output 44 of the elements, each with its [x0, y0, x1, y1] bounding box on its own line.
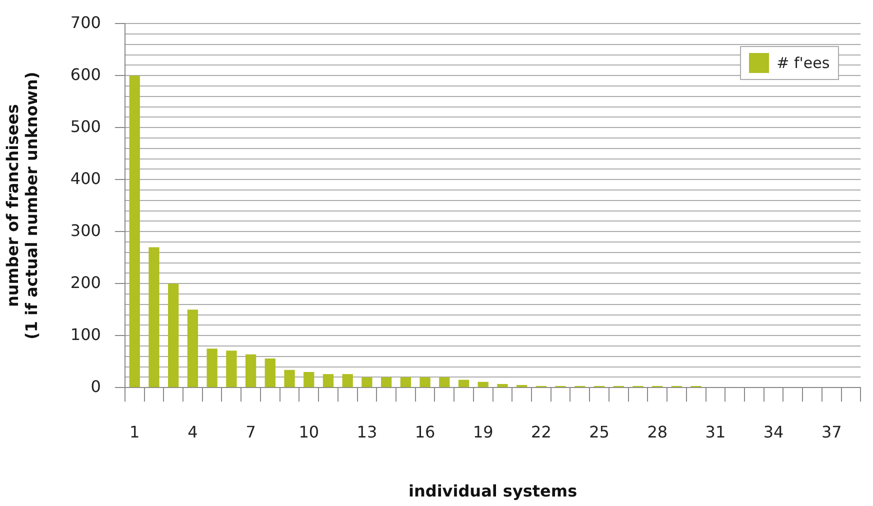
bar	[458, 380, 470, 388]
x-tick-label: 7	[246, 422, 256, 442]
legend-label: # f'ees	[776, 54, 830, 72]
bar	[322, 374, 334, 388]
bar	[439, 377, 450, 388]
y-tick-label: 600	[70, 64, 101, 84]
x-tick-label: 4	[188, 422, 198, 442]
bar	[187, 310, 198, 388]
x-tick-label: 34	[763, 422, 784, 442]
bar	[304, 372, 314, 388]
bar	[342, 374, 353, 388]
bar	[478, 382, 488, 388]
bar	[420, 377, 430, 388]
y-tick-label: 300	[70, 220, 101, 240]
x-tick-label: 1	[130, 422, 140, 442]
bar	[497, 384, 508, 388]
bar	[362, 377, 372, 388]
bar	[245, 354, 256, 388]
x-tick-label: 37	[821, 422, 842, 442]
x-tick-label: 28	[647, 422, 668, 442]
bar	[380, 377, 392, 388]
x-tick-label: 25	[589, 422, 610, 442]
y-tick-label: 400	[70, 168, 101, 188]
x-tick-label: 13	[356, 422, 378, 442]
bar	[400, 377, 411, 388]
y-tick-label: 200	[70, 272, 101, 292]
bar	[264, 358, 276, 388]
bar	[129, 76, 140, 388]
bar	[226, 350, 237, 388]
x-tick-label: 16	[414, 422, 436, 442]
y-tick-label: 100	[70, 324, 101, 344]
x-tick-label: 19	[472, 422, 494, 442]
bar	[206, 348, 218, 388]
y-tick-label: 500	[70, 116, 101, 136]
y-tick-label: 0	[90, 376, 101, 396]
x-axis-title: individual systems	[408, 482, 578, 501]
bar	[148, 247, 160, 388]
x-tick-label: 22	[531, 422, 552, 442]
bar	[168, 284, 179, 388]
y-axis-title: number of franchisees (1 if actual number unknown)	[2, 72, 41, 340]
y-tick-label: 700	[70, 12, 101, 32]
x-tick-label: 10	[298, 422, 320, 442]
x-tick-label: 31	[705, 422, 726, 442]
bar	[284, 370, 295, 388]
